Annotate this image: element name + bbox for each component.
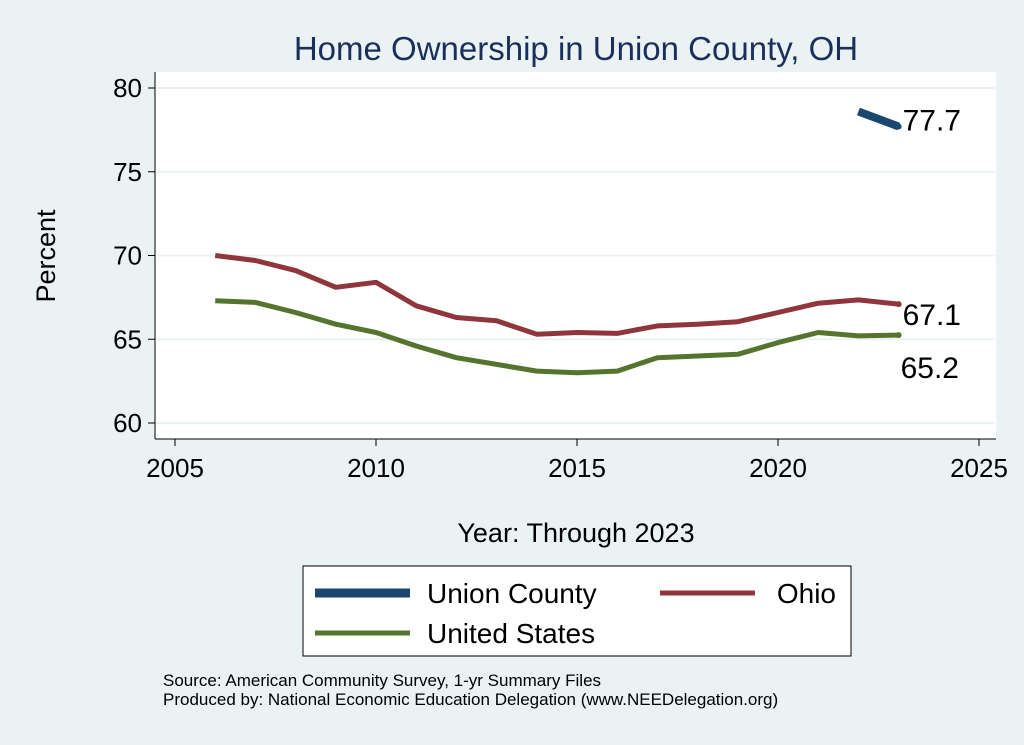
series-end-point-union-county (895, 123, 902, 130)
y-tick-label: 70 (113, 241, 142, 271)
legend-label-union-county: Union County (427, 578, 597, 609)
legend-label-ohio: Ohio (777, 578, 836, 609)
end-label-ohio: 67.1 (903, 299, 961, 332)
gridlines (156, 87, 995, 424)
x-tick-label: 2005 (146, 453, 204, 483)
legend: Union County Ohio United States (302, 565, 852, 657)
x-tick-label: 2020 (749, 453, 807, 483)
series-end-point-united-states (895, 332, 902, 339)
y-axis-label: Percent (31, 209, 61, 303)
legend-label-united-states: United States (427, 618, 595, 649)
chart-title: Home Ownership in Union County, OH (294, 30, 858, 67)
series-line-ohio (214, 253, 899, 337)
x-axis-label: Year: Through 2023 (457, 518, 694, 548)
end-label-united-states: 65.2 (901, 352, 959, 385)
y-tick-label: 75 (113, 157, 142, 187)
y-tick-label: 80 (113, 73, 142, 103)
produced-by-line: Produced by: National Economic Education… (163, 690, 779, 709)
series-line-united-states (215, 298, 899, 376)
x-tick-label: 2010 (347, 453, 405, 483)
x-tick-label: 2025 (950, 453, 1008, 483)
series-lines (214, 107, 902, 376)
source-note: Source: American Community Survey, 1-yr … (163, 671, 778, 709)
tick-marks: 60 65 70 75 80 2005 2010 2015 2020 2025 (113, 73, 1008, 483)
end-label-union-county: 77.7 (903, 105, 961, 138)
y-tick-label: 65 (113, 324, 142, 354)
series-line-union-county (857, 107, 900, 131)
end-labels: 77.7 67.1 65.2 (901, 105, 961, 386)
legend-box (302, 565, 852, 657)
x-tick-label: 2015 (548, 453, 606, 483)
y-tick-label: 60 (113, 408, 142, 438)
source-line: Source: American Community Survey, 1-yr … (163, 671, 602, 690)
series-end-point-ohio (895, 301, 902, 308)
